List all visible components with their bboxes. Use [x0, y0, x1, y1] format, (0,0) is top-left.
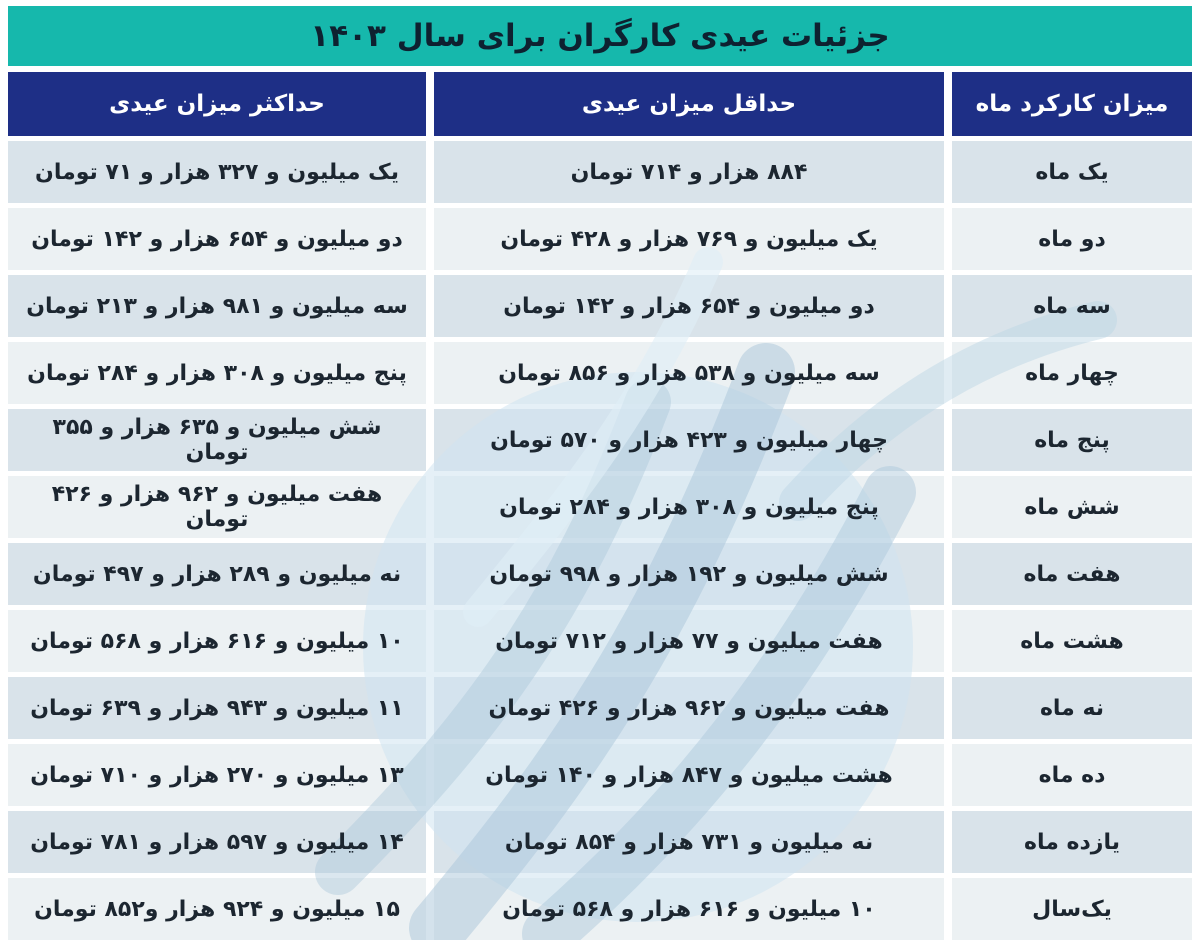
max-eidi-value: ۱۴ میلیون و ۵۹۷ هزار و ۷۸۱ تومان: [30, 829, 404, 855]
min-eidi-cell: نه میلیون و ۷۳۱ هزار و ۸۵۴ تومان: [434, 811, 944, 873]
min-eidi-cell: سه میلیون و ۵۳۸ هزار و ۸۵۶ تومان: [434, 342, 944, 404]
min-eidi-cell: هفت میلیون و ۹۶۲ هزار و ۴۲۶ تومان: [434, 677, 944, 739]
max-eidi-value: یک میلیون و ۳۲۷ هزار و ۷۱ تومان: [35, 159, 399, 185]
month-cell: سه ماه: [952, 275, 1192, 337]
min-eidi-value: نه میلیون و ۷۳۱ هزار و ۸۵۴ تومان: [504, 829, 874, 855]
max-eidi-cell: پنج میلیون و ۳۰۸ هزار و ۲۸۴ تومان: [8, 342, 426, 404]
min-eidi-cell: پنج میلیون و ۳۰۸ هزار و ۲۸۴ تومان: [434, 476, 944, 538]
max-eidi-cell: نه میلیون و ۲۸۹ هزار و ۴۹۷ تومان: [8, 543, 426, 605]
month-label: پنج ماه: [1034, 427, 1110, 453]
page-title: جزئیات عیدی کارگران برای سال ۱۴۰۳: [310, 18, 890, 54]
max-eidi-value: پنج میلیون و ۳۰۸ هزار و ۲۸۴ تومان: [27, 360, 407, 386]
column-header-max-eidi-label: حداکثر میزان عیدی: [109, 91, 325, 117]
max-eidi-value: دو میلیون و ۶۵۴ هزار و ۱۴۲ تومان: [31, 226, 403, 252]
min-eidi-value: پنج میلیون و ۳۰۸ هزار و ۲۸۴ تومان: [499, 494, 879, 520]
min-eidi-cell: هفت میلیون و ۷۷ هزار و ۷۱۲ تومان: [434, 610, 944, 672]
table-area: میزان کارکرد ماه حداقل میزان عیدی حداکثر…: [8, 72, 1192, 940]
month-label: هفت ماه: [1023, 561, 1121, 587]
month-label: سه ماه: [1033, 293, 1111, 319]
min-eidi-value: هفت میلیون و ۹۶۲ هزار و ۴۲۶ تومان: [488, 695, 890, 721]
max-eidi-cell: ۱۳ میلیون و ۲۷۰ هزار و ۷۱۰ تومان: [8, 744, 426, 806]
min-eidi-value: سه میلیون و ۵۳۸ هزار و ۸۵۶ تومان: [498, 360, 880, 386]
month-cell: نه ماه: [952, 677, 1192, 739]
max-eidi-cell: ۱۴ میلیون و ۵۹۷ هزار و ۷۸۱ تومان: [8, 811, 426, 873]
month-cell: هشت ماه: [952, 610, 1192, 672]
month-cell: یازده ماه: [952, 811, 1192, 873]
max-eidi-value: ۱۵ میلیون و ۹۲۴ هزار و۸۵۲ تومان: [34, 896, 400, 922]
max-eidi-value: شش میلیون و ۶۳۵ هزار و ۳۵۵ تومان: [52, 415, 382, 465]
max-eidi-cell: شش میلیون و ۶۳۵ هزار و ۳۵۵ تومان: [8, 409, 426, 471]
max-eidi-cell: ۱۱ میلیون و ۹۴۳ هزار و ۶۳۹ تومان: [8, 677, 426, 739]
column-header-month-label: میزان کارکرد ماه: [975, 91, 1169, 117]
month-cell: چهار ماه: [952, 342, 1192, 404]
month-cell: ده ماه: [952, 744, 1192, 806]
max-eidi-value: سه میلیون و ۹۸۱ هزار و ۲۱۳ تومان: [26, 293, 408, 319]
month-label: یک‌سال: [1032, 896, 1112, 922]
column-header-min-eidi-label: حداقل میزان عیدی: [581, 91, 797, 117]
month-cell: یک‌سال: [952, 878, 1192, 940]
max-eidi-value: ۱۳ میلیون و ۲۷۰ هزار و ۷۱۰ تومان: [30, 762, 404, 788]
min-eidi-cell: ۱۰ میلیون و ۶۱۶ هزار و ۵۶۸ تومان: [434, 878, 944, 940]
max-eidi-cell: سه میلیون و ۹۸۱ هزار و ۲۱۳ تومان: [8, 275, 426, 337]
month-label: یک ماه: [1035, 159, 1109, 185]
min-eidi-value: ۱۰ میلیون و ۶۱۶ هزار و ۵۶۸ تومان: [502, 896, 876, 922]
month-cell: دو ماه: [952, 208, 1192, 270]
min-eidi-value: چهار میلیون و ۴۲۳ هزار و ۵۷۰ تومان: [490, 427, 888, 453]
min-eidi-value: یک میلیون و ۷۶۹ هزار و ۴۲۸ تومان: [500, 226, 878, 252]
min-eidi-value: شش میلیون و ۱۹۲ هزار و ۹۹۸ تومان: [489, 561, 889, 587]
min-eidi-cell: شش میلیون و ۱۹۲ هزار و ۹۹۸ تومان: [434, 543, 944, 605]
month-label: شش ماه: [1024, 494, 1120, 520]
month-cell: یک ماه: [952, 141, 1192, 203]
min-eidi-value: هفت میلیون و ۷۷ هزار و ۷۱۲ تومان: [495, 628, 883, 654]
month-label: نه ماه: [1039, 695, 1105, 721]
column-header-min-eidi: حداقل میزان عیدی: [434, 72, 944, 136]
min-eidi-cell: یک میلیون و ۷۶۹ هزار و ۴۲۸ تومان: [434, 208, 944, 270]
column-header-month: میزان کارکرد ماه: [952, 72, 1192, 136]
max-eidi-cell: ۱۰ میلیون و ۶۱۶ هزار و ۵۶۸ تومان: [8, 610, 426, 672]
min-eidi-cell: ۸۸۴ هزار و ۷۱۴ تومان: [434, 141, 944, 203]
max-eidi-cell: دو میلیون و ۶۵۴ هزار و ۱۴۲ تومان: [8, 208, 426, 270]
month-label: چهار ماه: [1025, 360, 1119, 386]
min-eidi-cell: هشت میلیون و ۸۴۷ هزار و ۱۴۰ تومان: [434, 744, 944, 806]
min-eidi-cell: چهار میلیون و ۴۲۳ هزار و ۵۷۰ تومان: [434, 409, 944, 471]
min-eidi-value: هشت میلیون و ۸۴۷ هزار و ۱۴۰ تومان: [485, 762, 893, 788]
max-eidi-value: هفت میلیون و ۹۶۲ هزار و ۴۲۶ تومان: [51, 482, 383, 532]
eidi-table: میزان کارکرد ماه حداقل میزان عیدی حداکثر…: [8, 72, 1192, 940]
month-cell: پنج ماه: [952, 409, 1192, 471]
month-cell: شش ماه: [952, 476, 1192, 538]
column-header-max-eidi: حداکثر میزان عیدی: [8, 72, 426, 136]
title-bar: جزئیات عیدی کارگران برای سال ۱۴۰۳: [8, 6, 1192, 66]
min-eidi-value: دو میلیون و ۶۵۴ هزار و ۱۴۲ تومان: [503, 293, 875, 319]
month-label: ده ماه: [1038, 762, 1106, 788]
min-eidi-value: ۸۸۴ هزار و ۷۱۴ تومان: [570, 159, 808, 185]
max-eidi-cell: ۱۵ میلیون و ۹۲۴ هزار و۸۵۲ تومان: [8, 878, 426, 940]
max-eidi-cell: یک میلیون و ۳۲۷ هزار و ۷۱ تومان: [8, 141, 426, 203]
month-cell: هفت ماه: [952, 543, 1192, 605]
max-eidi-value: نه میلیون و ۲۸۹ هزار و ۴۹۷ تومان: [32, 561, 402, 587]
max-eidi-value: ۱۱ میلیون و ۹۴۳ هزار و ۶۳۹ تومان: [30, 695, 404, 721]
month-label: هشت ماه: [1020, 628, 1124, 654]
month-label: دو ماه: [1038, 226, 1106, 252]
max-eidi-value: ۱۰ میلیون و ۶۱۶ هزار و ۵۶۸ تومان: [30, 628, 404, 654]
month-label: یازده ماه: [1024, 829, 1120, 855]
max-eidi-cell: هفت میلیون و ۹۶۲ هزار و ۴۲۶ تومان: [8, 476, 426, 538]
min-eidi-cell: دو میلیون و ۶۵۴ هزار و ۱۴۲ تومان: [434, 275, 944, 337]
